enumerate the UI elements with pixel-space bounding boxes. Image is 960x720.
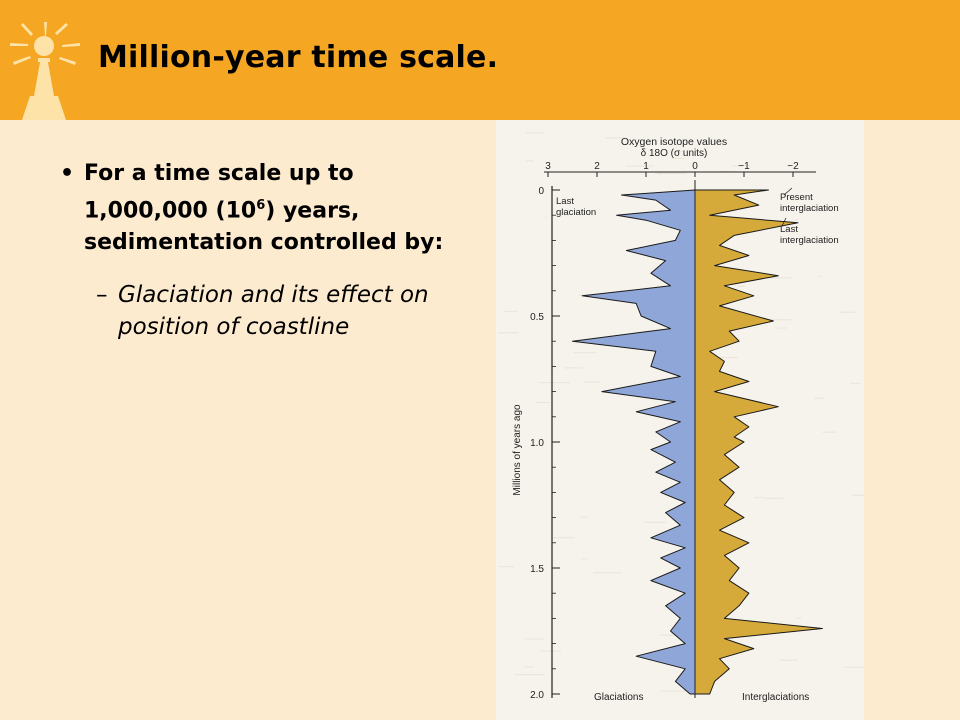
paper-speck [754, 497, 765, 499]
lighthouse-logo-icon [10, 22, 80, 120]
annotation-leader-present [783, 187, 793, 196]
bullet-item: • For a time scale up to 1,000,000 (106)… [60, 158, 480, 259]
paper-speck [713, 357, 738, 358]
y-axis-label: Millions of years ago [512, 404, 523, 496]
paper-speck [525, 132, 544, 134]
x-tick-label: 3 [545, 161, 551, 172]
paper-speck [818, 276, 822, 277]
paper-speck [545, 217, 548, 219]
bullet-text-part2: ) years, sedimentation controlled by: [84, 198, 444, 256]
paper-speck [644, 521, 666, 523]
paper-speck [732, 165, 750, 167]
x-axis: 3 2 1 0 −1 −2 [544, 161, 816, 177]
paper-speck [583, 381, 601, 383]
paper-speck [795, 617, 802, 619]
annotation-leader-last [781, 217, 787, 227]
paper-speck [625, 165, 654, 167]
bullet-dot: • [60, 161, 75, 186]
chart-subtitle: δ 18O (σ units) [641, 148, 708, 159]
y-tick-label: 1.5 [530, 564, 544, 575]
paper-speck [498, 332, 519, 334]
annotations: Last glaciation Present interglaciation La… [556, 187, 839, 246]
x-tick-label: 1 [643, 161, 649, 172]
isotope-chart: Oxygen isotope values δ 18O (σ units) 3 2… [498, 132, 864, 703]
interglaciation-area [694, 189, 823, 695]
bottom-label-glaciations: Glaciations [594, 692, 643, 703]
paper-speck [551, 537, 575, 539]
paper-speck [779, 659, 798, 661]
paper-speck [822, 431, 837, 433]
paper-speck [499, 566, 515, 568]
paper-speck [661, 690, 690, 692]
annotation-last-interglaciation: Last interglaciation [780, 224, 839, 246]
sub-bullet-text: Glaciation and its effect on position of… [118, 282, 429, 341]
paper-speck [525, 160, 534, 162]
paper-speck [539, 650, 562, 652]
paper-speck [671, 157, 685, 159]
paper-speck [504, 310, 518, 312]
x-tick-label: 2 [594, 161, 600, 172]
paper-speck [564, 367, 583, 369]
y-axis: 0 0.5 1.0 1.5 2.0 [530, 186, 560, 701]
paper-speck [774, 327, 787, 329]
paper-speck [593, 572, 622, 574]
glaciation-area [572, 189, 696, 695]
sub-bullet-dash: – [96, 282, 108, 309]
paper-speck [765, 497, 784, 499]
bullet-list: • For a time scale up to 1,000,000 (106)… [60, 158, 480, 343]
paper-speck [539, 382, 571, 384]
paper-speck [673, 150, 685, 152]
paper-speck [654, 172, 687, 174]
paper-speck [795, 219, 799, 221]
x-tick-label: −2 [787, 161, 799, 172]
paper-speck [660, 634, 680, 636]
paper-speck [524, 666, 534, 668]
paper-speck [844, 666, 864, 668]
bullet-superscript: 6 [256, 198, 266, 213]
paper-speck [737, 285, 745, 287]
paper-speck [762, 319, 792, 321]
paper-speck [720, 170, 735, 172]
paper-speck [581, 558, 588, 560]
paper-speck [850, 382, 860, 384]
series-layer [572, 189, 823, 695]
x-tick-label: 0 [692, 161, 698, 172]
x-tick-label: −1 [738, 161, 750, 172]
paper-speck [814, 397, 824, 399]
isotope-chart-figure: Oxygen isotope values δ 18O (σ units) 3 2… [496, 120, 864, 720]
y-tick-label: 0 [538, 186, 544, 197]
annotation-present-interglaciation: Present interglaciation [780, 192, 839, 214]
bottom-label-interglaciations: Interglaciations [742, 692, 809, 703]
chart-title: Oxygen isotope values [621, 136, 727, 148]
y-tick-label: 2.0 [530, 690, 544, 701]
title-bar: Million-year time scale. [0, 0, 960, 120]
paper-speck [580, 516, 588, 518]
sub-bullet-item: – Glaciation and its effect on position … [60, 279, 480, 343]
slide-title: Million-year time scale. [98, 40, 499, 75]
paper-speck [852, 494, 864, 496]
y-tick-label: 1.0 [530, 438, 544, 449]
paper-speck [605, 137, 626, 139]
paper-speck [839, 311, 855, 313]
annotation-last-glaciation: Last glaciation [556, 196, 596, 218]
paper-speck [573, 352, 597, 354]
paper-speck [524, 638, 544, 640]
bullet-text-part1: For a time scale up to 1,000,000 (10 [84, 161, 354, 224]
paper-speck [761, 277, 793, 279]
paper-speck [535, 402, 550, 403]
paper-speck [514, 674, 546, 676]
y-tick-label: 0.5 [530, 312, 544, 323]
